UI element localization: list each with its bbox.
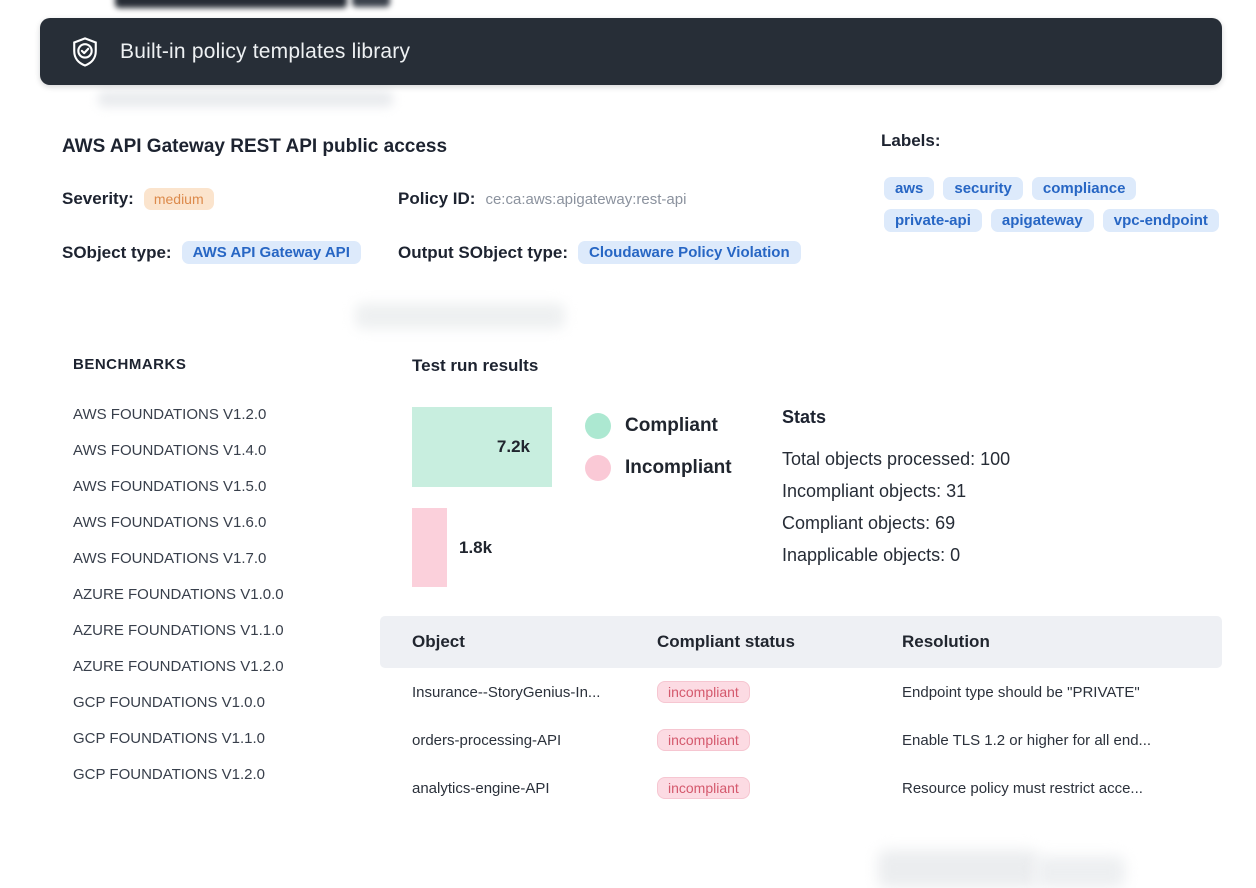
output-sobject-type-badge[interactable]: Cloudaware Policy Violation xyxy=(578,241,801,264)
labels-list: aws security compliance private-api apigatew… xyxy=(884,177,1232,232)
stat-line: Compliant objects: 69 xyxy=(782,513,956,533)
sobject-type-badge[interactable]: AWS API Gateway API xyxy=(181,241,361,264)
bar-value-label: 7.2k xyxy=(496,437,530,456)
table-row[interactable]: analytics-engine-API incompliant Resource … xyxy=(380,764,1222,812)
benchmark-group: AWS FOUNDATIONS V1.2.0 AWS FOUNDATIONS V1… xyxy=(73,407,284,566)
severity-field: Severity: medium xyxy=(62,188,214,210)
page-title: Built-in policy templates library xyxy=(120,39,411,63)
stat-line: Inapplicable objects: 0 xyxy=(782,545,961,565)
status-badge: incompliant xyxy=(657,729,750,751)
benchmark-group: AZURE FOUNDATIONS V1.0.0 AZURE FOUNDATION… xyxy=(73,587,284,674)
stat-line: Incompliant objects: 31 xyxy=(782,481,967,501)
blur-artifact-top-2 xyxy=(352,0,390,7)
cell-status: incompliant xyxy=(657,777,902,799)
stats-heading: Stats xyxy=(782,407,827,427)
benchmarks-heading: BENCHMARKS xyxy=(73,356,187,373)
label-chip[interactable]: compliance xyxy=(1031,177,1137,200)
blur-artifact-mid xyxy=(355,303,565,329)
benchmark-item[interactable]: AWS FOUNDATIONS V1.6.0 xyxy=(73,514,267,531)
chart-legend: Compliant Incompliant xyxy=(585,413,732,497)
cell-resolution: Enable TLS 1.2 or higher for all end... xyxy=(902,731,1152,749)
cell-resolution: Endpoint type should be "PRIVATE" xyxy=(902,683,1140,701)
bar-value-label: 1.8k xyxy=(459,537,493,557)
output-sobject-type-label: Output SObject type: xyxy=(398,242,568,262)
chart-bar xyxy=(412,508,447,587)
severity-label: Severity: xyxy=(62,189,134,208)
cell-object: Insurance--StoryGenius-In... xyxy=(412,683,601,701)
policy-id-label: Policy ID: xyxy=(398,189,476,208)
legend-label: Compliant xyxy=(625,415,718,436)
results-table: Object Compliant status Resolution Insur… xyxy=(380,616,1222,812)
status-badge: incompliant xyxy=(657,777,750,799)
table-row[interactable]: Insurance--StoryGenius-In... incompliant E… xyxy=(380,668,1222,716)
table-row[interactable]: orders-processing-API incompliant Enable T… xyxy=(380,716,1222,764)
cell-status: incompliant xyxy=(657,681,902,703)
table-header-row: Object Compliant status Resolution xyxy=(380,616,1222,668)
chart-bar-row: 7.2k xyxy=(412,407,552,487)
label-chip[interactable]: security xyxy=(943,177,1023,200)
cell-status: incompliant xyxy=(657,729,902,751)
column-header-compliant-status: Compliant status xyxy=(657,632,795,651)
benchmark-item[interactable]: AWS FOUNDATIONS V1.5.0 xyxy=(73,478,267,495)
column-header-resolution: Resolution xyxy=(902,632,990,651)
legend-label: Incompliant xyxy=(625,457,732,478)
benchmarks-list: AWS FOUNDATIONS V1.2.0 AWS FOUNDATIONS V1… xyxy=(73,407,284,803)
label-chip[interactable]: private-api xyxy=(884,209,982,232)
label-chip[interactable]: apigateway xyxy=(990,209,1094,232)
column-header-object: Object xyxy=(412,632,465,651)
table-body: Insurance--StoryGenius-In... incompliant E… xyxy=(380,668,1222,812)
output-sobject-type-field: Output SObject type: Cloudaware Policy V… xyxy=(398,241,801,264)
legend-item: Incompliant xyxy=(585,455,732,481)
blur-artifact-below-header xyxy=(98,91,393,107)
legend-dot xyxy=(585,413,611,439)
labels-heading: Labels: xyxy=(881,131,941,150)
benchmark-item[interactable]: AWS FOUNDATIONS V1.7.0 xyxy=(73,550,267,567)
benchmark-group: GCP FOUNDATIONS V1.0.0 GCP FOUNDATIONS V1… xyxy=(73,695,284,782)
stats-list: Total objects processed: 100 Incompliant … xyxy=(782,443,1010,571)
shield-check-icon xyxy=(68,35,102,69)
legend-dot xyxy=(585,455,611,481)
bar-chart: 7.2k 1.8k xyxy=(412,407,552,608)
stat-line: Total objects processed: 100 xyxy=(782,449,1011,469)
sobject-type-field: SObject type: AWS API Gateway API xyxy=(62,241,361,264)
legend-item: Compliant xyxy=(585,413,732,439)
benchmark-item[interactable]: AZURE FOUNDATIONS V1.0.0 xyxy=(73,586,284,603)
chart-bar-row: 1.8k xyxy=(412,508,552,587)
blur-artifact-bottom-1 xyxy=(878,850,1038,888)
policy-title: AWS API Gateway REST API public access xyxy=(62,136,448,157)
blur-artifact-bottom-2 xyxy=(1035,856,1125,888)
policy-id-value: ce:ca:aws:apigateway:rest-api xyxy=(485,190,687,208)
benchmark-item[interactable]: AZURE FOUNDATIONS V1.1.0 xyxy=(73,622,284,639)
severity-badge: medium xyxy=(143,188,214,210)
benchmark-item[interactable]: AWS FOUNDATIONS V1.2.0 xyxy=(73,406,267,423)
cell-object: orders-processing-API xyxy=(412,731,562,749)
benchmark-item[interactable]: AZURE FOUNDATIONS V1.2.0 xyxy=(73,658,284,675)
header-bar: Built-in policy templates library xyxy=(40,18,1222,85)
policy-id-field: Policy ID: ce:ca:aws:apigateway:rest-api xyxy=(398,189,686,209)
cell-object: analytics-engine-API xyxy=(412,779,550,797)
label-chip[interactable]: vpc-endpoint xyxy=(1102,209,1219,232)
status-badge: incompliant xyxy=(657,681,750,703)
benchmark-item[interactable]: GCP FOUNDATIONS V1.0.0 xyxy=(73,694,265,711)
test-run-heading: Test run results xyxy=(412,356,539,375)
benchmark-item[interactable]: AWS FOUNDATIONS V1.4.0 xyxy=(73,442,267,459)
label-chip[interactable]: aws xyxy=(884,177,935,200)
benchmark-item[interactable]: GCP FOUNDATIONS V1.1.0 xyxy=(73,730,265,747)
chart-bar: 7.2k xyxy=(412,407,552,487)
benchmark-item[interactable]: GCP FOUNDATIONS V1.2.0 xyxy=(73,766,265,783)
blur-artifact-top-1 xyxy=(115,0,347,8)
sobject-type-label: SObject type: xyxy=(62,242,172,262)
cell-resolution: Resource policy must restrict acce... xyxy=(902,779,1143,797)
